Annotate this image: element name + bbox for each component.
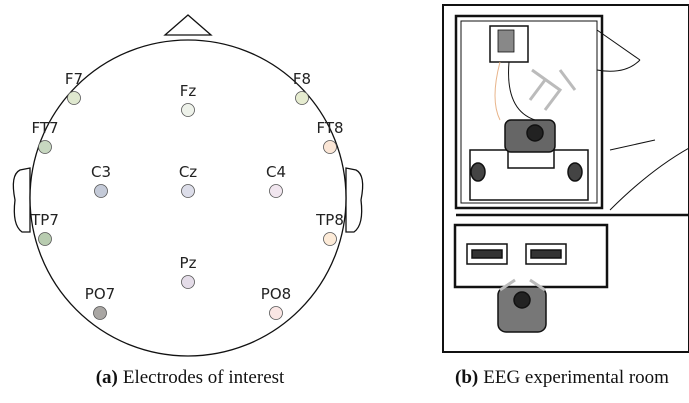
electrode-label: FT8 [316, 119, 343, 137]
panel-label: (a) [96, 367, 118, 388]
electrode [68, 92, 81, 105]
electrode-label: Fz [180, 82, 197, 100]
electrode-label: PO7 [85, 285, 115, 303]
electrode [324, 141, 337, 154]
electrode-label: Pz [180, 254, 197, 272]
electrode-label: F8 [293, 70, 311, 88]
caption-text: Electrodes of interest [123, 367, 285, 388]
electrode-label: PO8 [261, 285, 291, 303]
electrode [324, 233, 337, 246]
electrode [95, 185, 108, 198]
electrode [94, 307, 107, 320]
electrode [296, 92, 309, 105]
electrode-label: FT7 [31, 119, 58, 137]
electrode [270, 185, 283, 198]
electrode-label: F7 [65, 70, 83, 88]
caption: (a)Electrodes of interest [96, 367, 285, 388]
electrode [182, 104, 195, 117]
caption-text: EEG experimental room [483, 367, 669, 388]
electrode-label: C4 [266, 163, 286, 181]
electrode-label: C3 [91, 163, 111, 181]
electrode-label: TP7 [30, 211, 59, 229]
electrode-label: Cz [179, 163, 197, 181]
electrode [39, 141, 52, 154]
caption: (b)EEG experimental room [455, 367, 669, 388]
panel-label: (b) [455, 367, 478, 388]
figure: F7 Fz F8 FT7 FT8 C3 Cz C4 TP7 TP8 Pz PO7 PO8 (a)Elec… [0, 0, 689, 403]
electrode-label: TP8 [315, 211, 344, 229]
electrode [270, 307, 283, 320]
electrode [182, 276, 195, 289]
room-plan [443, 5, 689, 352]
electrode [39, 233, 52, 246]
electrode [182, 185, 195, 198]
